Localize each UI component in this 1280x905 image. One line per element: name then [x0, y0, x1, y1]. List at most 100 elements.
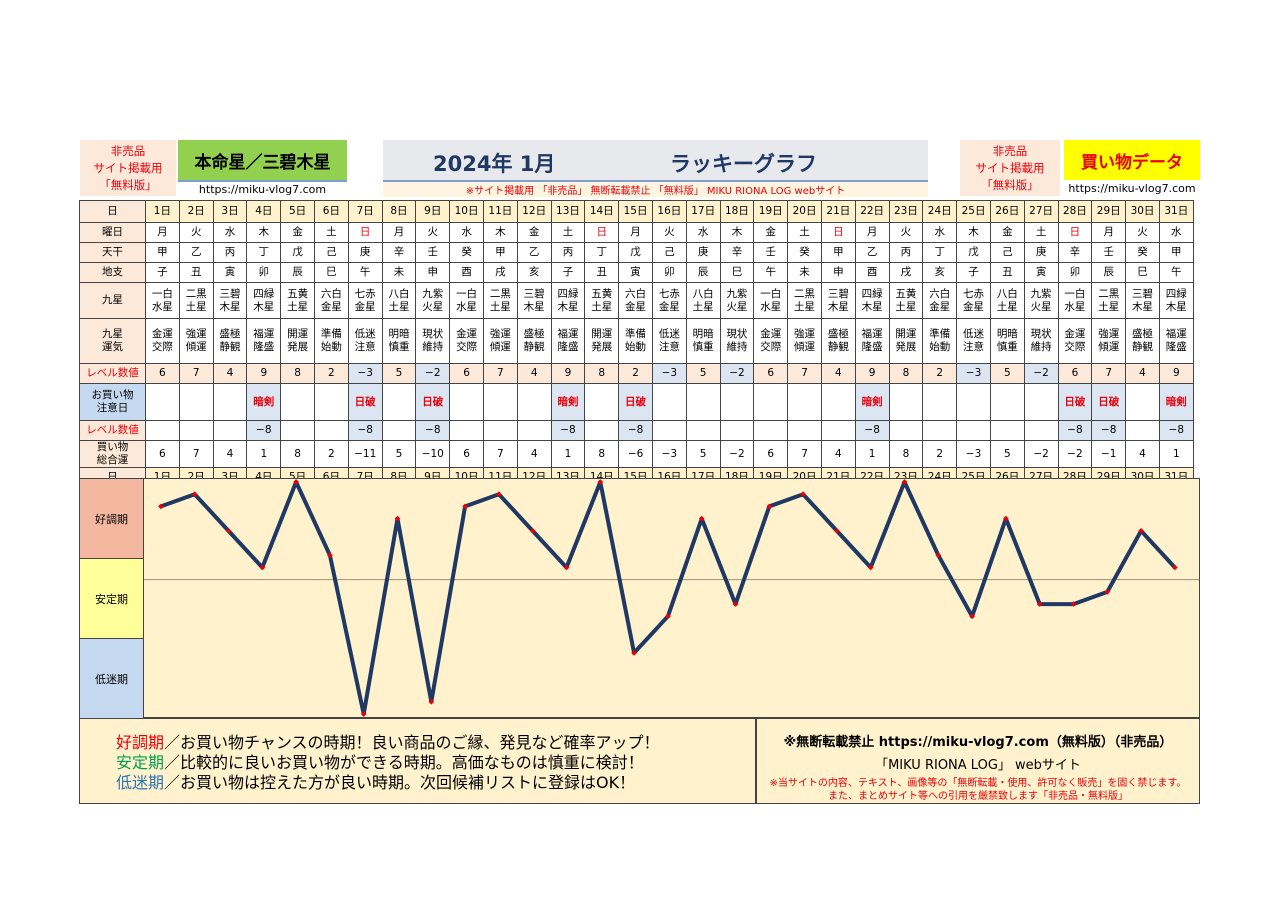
- level2-cell: −8: [1158, 420, 1194, 441]
- level2-cell: −8: [347, 420, 383, 441]
- level2-cell: [820, 420, 856, 441]
- fortune-cell: 金運 交際: [753, 318, 789, 364]
- shopping-data-title: 買い物データ: [1064, 140, 1200, 180]
- cell-line: 水星: [1064, 300, 1086, 313]
- cell-line: 九紫: [726, 287, 748, 300]
- chishi-cell: 午: [347, 262, 383, 283]
- caution-cell: [922, 383, 958, 421]
- weekday-cell: 月: [1091, 222, 1127, 243]
- level2-cell: [449, 420, 484, 441]
- row-label: 九星: [79, 282, 146, 319]
- weekday-cell: 土: [787, 222, 822, 243]
- level-cell: 8: [584, 363, 620, 384]
- row-label: 地支: [79, 262, 146, 283]
- cell-line: 土星: [895, 300, 917, 313]
- fortune-cell: 現状 維持: [415, 318, 451, 364]
- weekday-cell: 月: [854, 222, 890, 243]
- cell-line: 土星: [388, 300, 410, 313]
- caution-cell: [482, 383, 518, 421]
- level-cell: 4: [212, 363, 248, 384]
- kyusei-cell: 一白 水星: [753, 282, 789, 319]
- cell-line: 傾運: [185, 341, 207, 353]
- level2-cell: −8: [618, 420, 653, 441]
- tenkan-cell: 辛: [719, 242, 755, 263]
- chishi-cell: 卯: [246, 262, 282, 283]
- cell-line: 盛極: [1132, 328, 1153, 340]
- cell-line: 木星: [253, 300, 275, 313]
- tenkan-cell: 丁: [922, 242, 958, 263]
- legend-box: 好調期／お買い物チャンスの時期！良い商品のご縁、発見など確率アップ！ 安定期／比…: [79, 718, 756, 804]
- data-point: [1070, 601, 1077, 607]
- day-cell: 12日: [516, 200, 552, 223]
- cell-line: 木星: [219, 300, 241, 313]
- day-cell: 14日: [584, 200, 620, 223]
- day-cell: 2日: [178, 200, 214, 223]
- fortune-cell: 現状 維持: [719, 318, 755, 364]
- day-cell: 30日: [1125, 200, 1160, 223]
- total-cell: −11: [347, 440, 383, 468]
- level-cell: −2: [719, 363, 755, 384]
- total-cell: 8: [888, 440, 924, 468]
- day-cell: 9日: [415, 200, 451, 223]
- row-chishi: 地支子丑寅卯辰巳午未申酉戌亥子丑寅卯辰巳午未申酉戌亥子丑寅卯辰巳午: [79, 262, 1194, 283]
- weekday-cell: 火: [415, 222, 451, 243]
- weekday-cell: 水: [685, 222, 721, 243]
- level2-cell: [753, 420, 789, 441]
- cell-line: 三碧: [523, 287, 545, 300]
- cell-line: 三碧: [827, 287, 849, 300]
- kyusei-cell: 三碧 木星: [212, 282, 248, 319]
- tenkan-cell: 庚: [347, 242, 383, 263]
- cell-line: 一白: [1064, 287, 1086, 300]
- data-point: [1138, 528, 1144, 534]
- data-point: [766, 503, 773, 510]
- tenkan-cell: 甲: [820, 242, 856, 263]
- cell-line: 四緑: [253, 287, 275, 300]
- level-cell: 9: [854, 363, 890, 384]
- chishi-cell: 未: [787, 262, 822, 283]
- weekday-cell: 土: [550, 222, 586, 243]
- cell-line: 四緑: [1165, 287, 1187, 300]
- total-cell: −3: [956, 440, 991, 468]
- cell-line: 準備: [320, 328, 342, 340]
- label-line: 非売品: [110, 143, 146, 158]
- chishi-cell: 未: [381, 262, 417, 283]
- level-cell: 9: [1158, 363, 1194, 384]
- kyusei-cell: 九紫 火星: [1023, 282, 1059, 319]
- tenkan-cell: 己: [313, 242, 349, 263]
- level2-cell: −8: [415, 420, 451, 441]
- cell-line: 福運: [253, 328, 275, 340]
- day-cell: 24日: [922, 200, 958, 223]
- chishi-cell: 丑: [989, 262, 1025, 283]
- caution-cell: [787, 383, 822, 421]
- caution-cell: [1125, 383, 1160, 421]
- row-day: 日 1日 2日 3日 4日 5日 6日 7日 8日 9日 10日 11日 12日 13日 14日 15日 16日…: [79, 200, 1194, 223]
- cell-line: 開運: [895, 328, 917, 340]
- label-line: 「無料版」: [981, 177, 1039, 192]
- row-label: レベル数値: [79, 363, 146, 384]
- cell-line: 土星: [489, 300, 511, 313]
- label-line: サイト掲載用: [975, 160, 1045, 175]
- caution-cell: [820, 383, 856, 421]
- month-title: 2024年 1月: [433, 152, 556, 176]
- fortune-cell: 金運 交際: [145, 318, 180, 364]
- kyusei-cell: 六白 金星: [922, 282, 958, 319]
- day-cell: 20日: [787, 200, 822, 223]
- level-cell: 6: [449, 363, 484, 384]
- row-label: 曜日: [79, 222, 146, 243]
- total-cell: 2: [922, 440, 958, 468]
- caution-cell: [516, 383, 552, 421]
- total-cell: 4: [516, 440, 552, 468]
- fortune-cell: 金運 交際: [1057, 318, 1093, 364]
- weekday-cell: 月: [618, 222, 653, 243]
- usage-warning: ※当サイトの内容、テキスト、画像等の「無断転載・使用、許可なく販売」を固く禁じま…: [757, 777, 1199, 803]
- weekday-cell: 火: [1125, 222, 1160, 243]
- total-cell: 1: [854, 440, 890, 468]
- tenkan-cell: 丁: [246, 242, 282, 263]
- total-cell: −2: [719, 440, 755, 468]
- data-point: [597, 479, 604, 485]
- fortune-cell: 明暗 慎重: [685, 318, 721, 364]
- total-cell: 5: [989, 440, 1025, 468]
- cell-line: 木星: [1165, 300, 1187, 313]
- weekday-cell: 火: [888, 222, 924, 243]
- legend-low-term: 低迷期: [116, 773, 165, 792]
